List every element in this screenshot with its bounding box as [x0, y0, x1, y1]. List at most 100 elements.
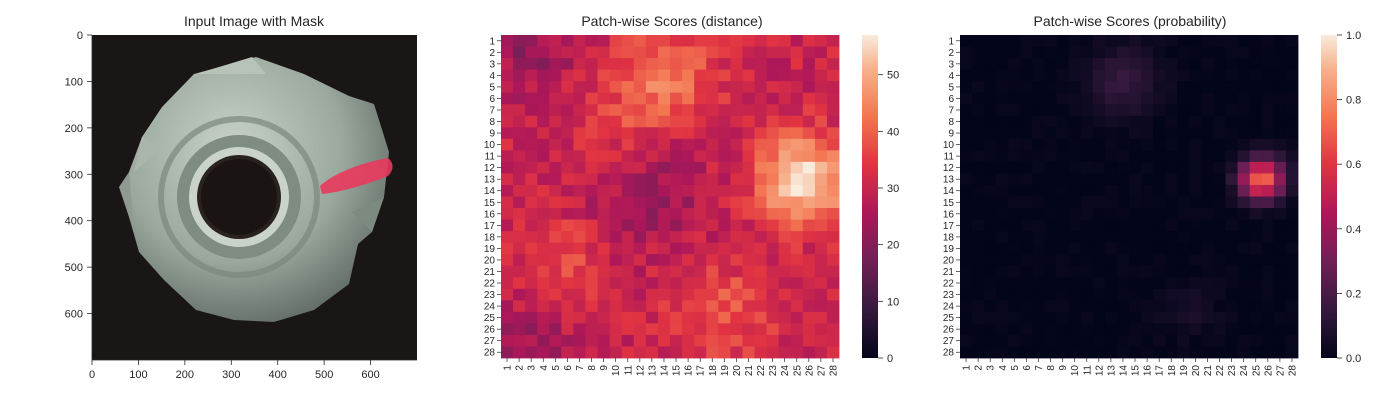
heatmap-cell	[573, 265, 586, 278]
heatmap-cell	[802, 346, 816, 359]
heatmap-cell	[657, 81, 671, 94]
x-tick-label: 400	[269, 369, 287, 381]
heatmap-cell	[597, 58, 611, 71]
heatmap-cell	[549, 334, 562, 347]
heatmap-cell	[1213, 150, 1226, 163]
heatmap-cell	[802, 173, 816, 186]
heatmap-cell	[549, 58, 562, 71]
heatmap-cell	[501, 46, 514, 59]
heatmap-cell	[1020, 138, 1033, 151]
heatmap-cell	[1129, 196, 1142, 209]
heatmap-cell	[718, 35, 731, 47]
heatmap-cell	[573, 196, 586, 209]
heatmap-cell	[513, 138, 526, 151]
y-tick-label: 28	[943, 348, 955, 359]
heatmap-cell	[657, 346, 671, 359]
heatmap-cell	[682, 127, 695, 140]
heatmap-cell	[814, 334, 828, 347]
distance-heatmap-cells	[501, 35, 840, 359]
heatmap-cell	[1225, 127, 1239, 140]
heatmap-cell	[1092, 277, 1106, 290]
heatmap-cell	[1213, 300, 1226, 313]
heatmap-cell	[984, 127, 997, 140]
heatmap-cell	[1032, 58, 1045, 71]
heatmap-cell	[706, 323, 719, 336]
heatmap-cell	[1032, 334, 1045, 347]
heatmap-cell	[657, 184, 671, 197]
heatmap-cell	[1201, 346, 1214, 359]
heatmap-cell	[1092, 35, 1106, 47]
heatmap-cell	[1189, 58, 1202, 71]
heatmap-cell	[1020, 104, 1033, 117]
heatmap-cell	[1020, 173, 1033, 186]
heatmap-cell	[609, 277, 623, 290]
heatmap-cell	[802, 311, 816, 324]
heatmap-cell	[525, 311, 538, 324]
heatmap-cell	[1104, 92, 1118, 105]
heatmap-cell	[972, 242, 985, 255]
heatmap-cell	[826, 104, 840, 117]
heatmap-cell	[1177, 173, 1190, 186]
heatmap-cell	[609, 35, 623, 47]
heatmap-cell	[633, 311, 647, 324]
heatmap-cell	[814, 127, 828, 140]
heatmap-cell	[1213, 311, 1226, 324]
heatmap-cell	[960, 184, 973, 197]
heatmap-cell	[1285, 334, 1299, 347]
heatmap-cell	[1044, 300, 1057, 313]
heatmap-cell	[1116, 127, 1130, 140]
heatmap-cell	[633, 150, 647, 163]
heatmap-cell	[609, 196, 623, 209]
heatmap-cell	[501, 288, 514, 301]
heatmap-cell	[1213, 81, 1226, 94]
y-tick-label: 6	[948, 94, 954, 105]
heatmap-cell	[1153, 334, 1166, 347]
heatmap-cell	[730, 300, 743, 313]
heatmap-cell	[766, 334, 780, 347]
panel-distance-heatmap: Patch-wise Scores (distance) 12345678910…	[484, 13, 899, 376]
heatmap-cell	[537, 104, 550, 117]
heatmap-cell	[682, 265, 695, 278]
heatmap-cell	[537, 334, 550, 347]
heatmap-cell	[1165, 242, 1178, 255]
heatmap-cell	[1056, 346, 1070, 359]
heatmap-cell	[960, 161, 973, 174]
heatmap-cell	[984, 300, 997, 313]
heatmap-cell	[645, 92, 659, 105]
heatmap-cell	[790, 69, 804, 82]
heatmap-cell	[778, 69, 792, 82]
heatmap-cell	[960, 81, 973, 94]
heatmap-cell	[1285, 69, 1299, 82]
heatmap-cell	[657, 288, 671, 301]
heatmap-cell	[814, 277, 828, 290]
heatmap-cell	[609, 127, 623, 140]
heatmap-cell	[1116, 254, 1130, 267]
heatmap-cell	[1249, 231, 1263, 244]
heatmap-cell	[1129, 173, 1142, 186]
heatmap-cell	[706, 288, 719, 301]
heatmap-cell	[573, 346, 586, 359]
heatmap-cell	[1044, 231, 1057, 244]
heatmap-cell	[1044, 254, 1057, 267]
heatmap-cell	[960, 323, 973, 336]
heatmap-cell	[1261, 346, 1275, 359]
heatmap-cell	[1153, 150, 1166, 163]
heatmap-cell	[1129, 35, 1142, 47]
x-tick-label: 6	[563, 365, 574, 371]
heatmap-cell	[621, 138, 635, 151]
heatmap-cell	[1153, 346, 1166, 359]
heatmap-cell	[1153, 173, 1166, 186]
heatmap-cell	[1080, 58, 1094, 71]
heatmap-cell	[1141, 277, 1154, 290]
heatmap-cell	[513, 104, 526, 117]
heatmap-cell	[501, 127, 514, 140]
heatmap-cell	[633, 35, 647, 47]
heatmap-cell	[754, 150, 767, 163]
heatmap-cell	[682, 208, 695, 220]
heatmap-cell	[1032, 184, 1045, 197]
heatmap-cell	[766, 196, 780, 209]
heatmap-cell	[1032, 277, 1045, 290]
heatmap-cell	[1056, 81, 1070, 94]
heatmap-cell	[730, 219, 743, 232]
heatmap-cell	[525, 104, 538, 117]
